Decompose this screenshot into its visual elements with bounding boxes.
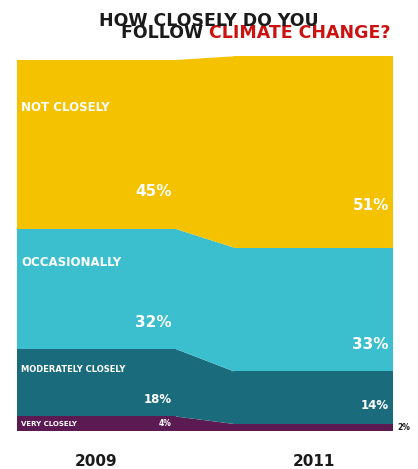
Text: 4%: 4% xyxy=(158,419,171,429)
Bar xyxy=(234,371,393,424)
Bar xyxy=(17,416,176,431)
Text: 32%: 32% xyxy=(135,315,171,330)
Text: FOLLOW: FOLLOW xyxy=(121,24,209,42)
Text: OCCASIONALLY: OCCASIONALLY xyxy=(21,256,121,269)
Bar xyxy=(17,60,176,229)
Text: 18%: 18% xyxy=(143,393,171,406)
Text: VERY CLOSELY: VERY CLOSELY xyxy=(21,421,77,427)
Text: CLIMATE CHANGE?: CLIMATE CHANGE? xyxy=(209,24,390,42)
Text: 45%: 45% xyxy=(135,184,171,199)
Bar xyxy=(234,248,393,371)
Text: 51%: 51% xyxy=(352,198,389,213)
Polygon shape xyxy=(176,56,234,248)
Text: 2011: 2011 xyxy=(292,454,335,469)
Polygon shape xyxy=(176,229,234,371)
Bar xyxy=(17,349,176,416)
Text: 14%: 14% xyxy=(361,399,389,412)
Polygon shape xyxy=(176,349,234,424)
Polygon shape xyxy=(176,416,234,431)
Bar xyxy=(234,424,393,431)
Text: HOW CLOSELY DO YOU: HOW CLOSELY DO YOU xyxy=(99,12,319,30)
Text: MODERATELY CLOSELY: MODERATELY CLOSELY xyxy=(21,365,125,374)
Text: 2009: 2009 xyxy=(75,454,117,469)
Text: 33%: 33% xyxy=(352,337,389,352)
Text: 2%: 2% xyxy=(397,423,410,432)
Text: NOT CLOSELY: NOT CLOSELY xyxy=(21,101,110,114)
Bar xyxy=(234,56,393,248)
Bar xyxy=(17,229,176,349)
